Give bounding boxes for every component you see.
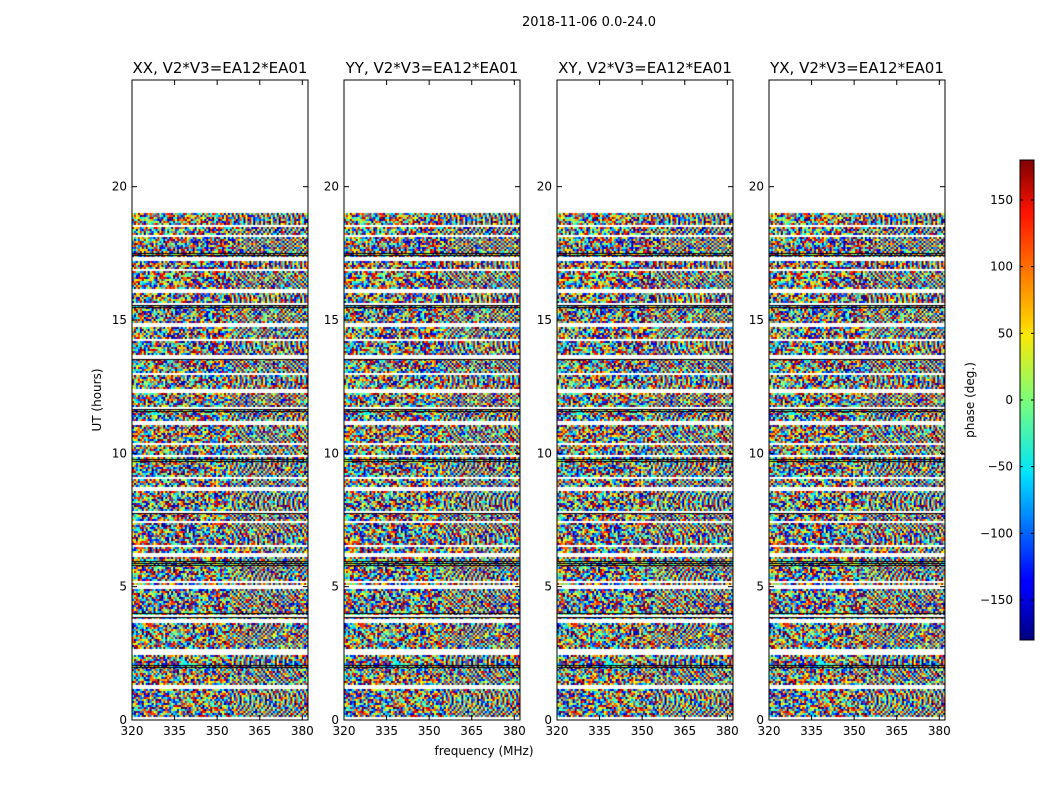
y-tick-label: 15: [537, 313, 552, 327]
x-tick-label: 350: [206, 724, 229, 738]
x-tick-label: 335: [163, 724, 186, 738]
panel-title: XX, V2*V3=EA12*EA01: [133, 59, 308, 77]
y-tick-label: 0: [119, 713, 127, 727]
x-tick-label: 380: [503, 724, 526, 738]
colorbar-label: phase (deg.): [963, 362, 977, 438]
colorbar-tick-label: −150: [980, 593, 1013, 607]
x-tick-label: 335: [588, 724, 611, 738]
y-tick-label: 5: [544, 580, 552, 594]
y-tick-label: 0: [756, 713, 764, 727]
x-tick-label: 365: [460, 724, 483, 738]
y-tick-label: 15: [112, 313, 127, 327]
colorbar: 150 100 50 0 −50 −100 −150 phase (deg.): [963, 159, 1035, 641]
y-tick-label: 10: [537, 446, 552, 460]
y-tick-label: 10: [324, 446, 339, 460]
x-tick-label: 365: [885, 724, 908, 738]
y-tick-label: 20: [537, 180, 552, 194]
colorbar-tick-label: 100: [990, 260, 1013, 274]
x-tick-label: 380: [928, 724, 951, 738]
figure-title: 2018-11-06 0.0-24.0: [522, 15, 656, 30]
y-tick-label: 20: [324, 180, 339, 194]
x-tick-label: 320: [546, 724, 569, 738]
x-tick-label: 335: [800, 724, 823, 738]
x-tick-label: 350: [843, 724, 866, 738]
x-tick-label: 365: [673, 724, 696, 738]
panel-title: XY, V2*V3=EA12*EA01: [558, 59, 732, 77]
phase-heatmap-xy: [557, 80, 733, 720]
colorbar-tick-label: 0: [1005, 393, 1013, 407]
colorbar-tick-label: 150: [990, 193, 1013, 207]
panel-frame: [343, 79, 521, 721]
x-tick-label: 335: [375, 724, 398, 738]
colorbar-tick-label: −100: [980, 526, 1013, 540]
x-tick-label: 380: [291, 724, 314, 738]
panel-xy: XY, V2*V3=EA12*EA01 320 335 350 365 380 0 5 10 15…: [537, 59, 739, 738]
panel-yy: YY, V2*V3=EA12*EA01 320 335 350 365 380 0 5 10 15…: [324, 59, 526, 738]
y-tick-label: 0: [331, 713, 339, 727]
panel-frame: [556, 79, 734, 721]
x-tick-label: 350: [418, 724, 441, 738]
y-tick-label: 10: [749, 446, 764, 460]
phase-heatmap-xx: [132, 80, 308, 720]
panel-frame: [131, 79, 309, 721]
y-tick-label: 15: [324, 313, 339, 327]
y-tick-label: 20: [749, 180, 764, 194]
x-axis-label: frequency (MHz): [434, 744, 533, 758]
colorbar-tick-label: −50: [988, 460, 1013, 474]
y-tick-label: 5: [119, 580, 127, 594]
phase-heatmap-yy: [344, 80, 520, 720]
x-tick-label: 365: [248, 724, 271, 738]
panel-frame: [768, 79, 946, 721]
panel-xx: XX, V2*V3=EA12*EA01 320 335 350 365 380 0 5 10 15…: [112, 59, 314, 738]
y-axis-label: UT (hours): [90, 368, 104, 431]
panel-title: YY, V2*V3=EA12*EA01: [345, 59, 519, 77]
y-tick-label: 5: [756, 580, 764, 594]
y-tick-label: 0: [544, 713, 552, 727]
y-tick-label: 5: [331, 580, 339, 594]
x-tick-label: 320: [121, 724, 144, 738]
colorbar-ticks: 150 100 50 0 −50 −100 −150: [980, 193, 1034, 607]
x-tick-label: 320: [758, 724, 781, 738]
x-tick-label: 320: [333, 724, 356, 738]
y-tick-label: 20: [112, 180, 127, 194]
panel-title: YX, V2*V3=EA12*EA01: [769, 59, 944, 77]
y-tick-label: 15: [749, 313, 764, 327]
panel-yx: YX, V2*V3=EA12*EA01 320 335 350 365 380 0 5 10 15…: [749, 59, 951, 738]
panels: XX, V2*V3=EA12*EA01 320 335 350 365 380 0 5 10 15…: [112, 59, 951, 738]
x-tick-label: 380: [716, 724, 739, 738]
y-tick-label: 10: [112, 446, 127, 460]
colorbar-tick-label: 50: [998, 326, 1013, 340]
phase-heatmap-yx: [769, 80, 945, 720]
x-tick-label: 350: [631, 724, 654, 738]
